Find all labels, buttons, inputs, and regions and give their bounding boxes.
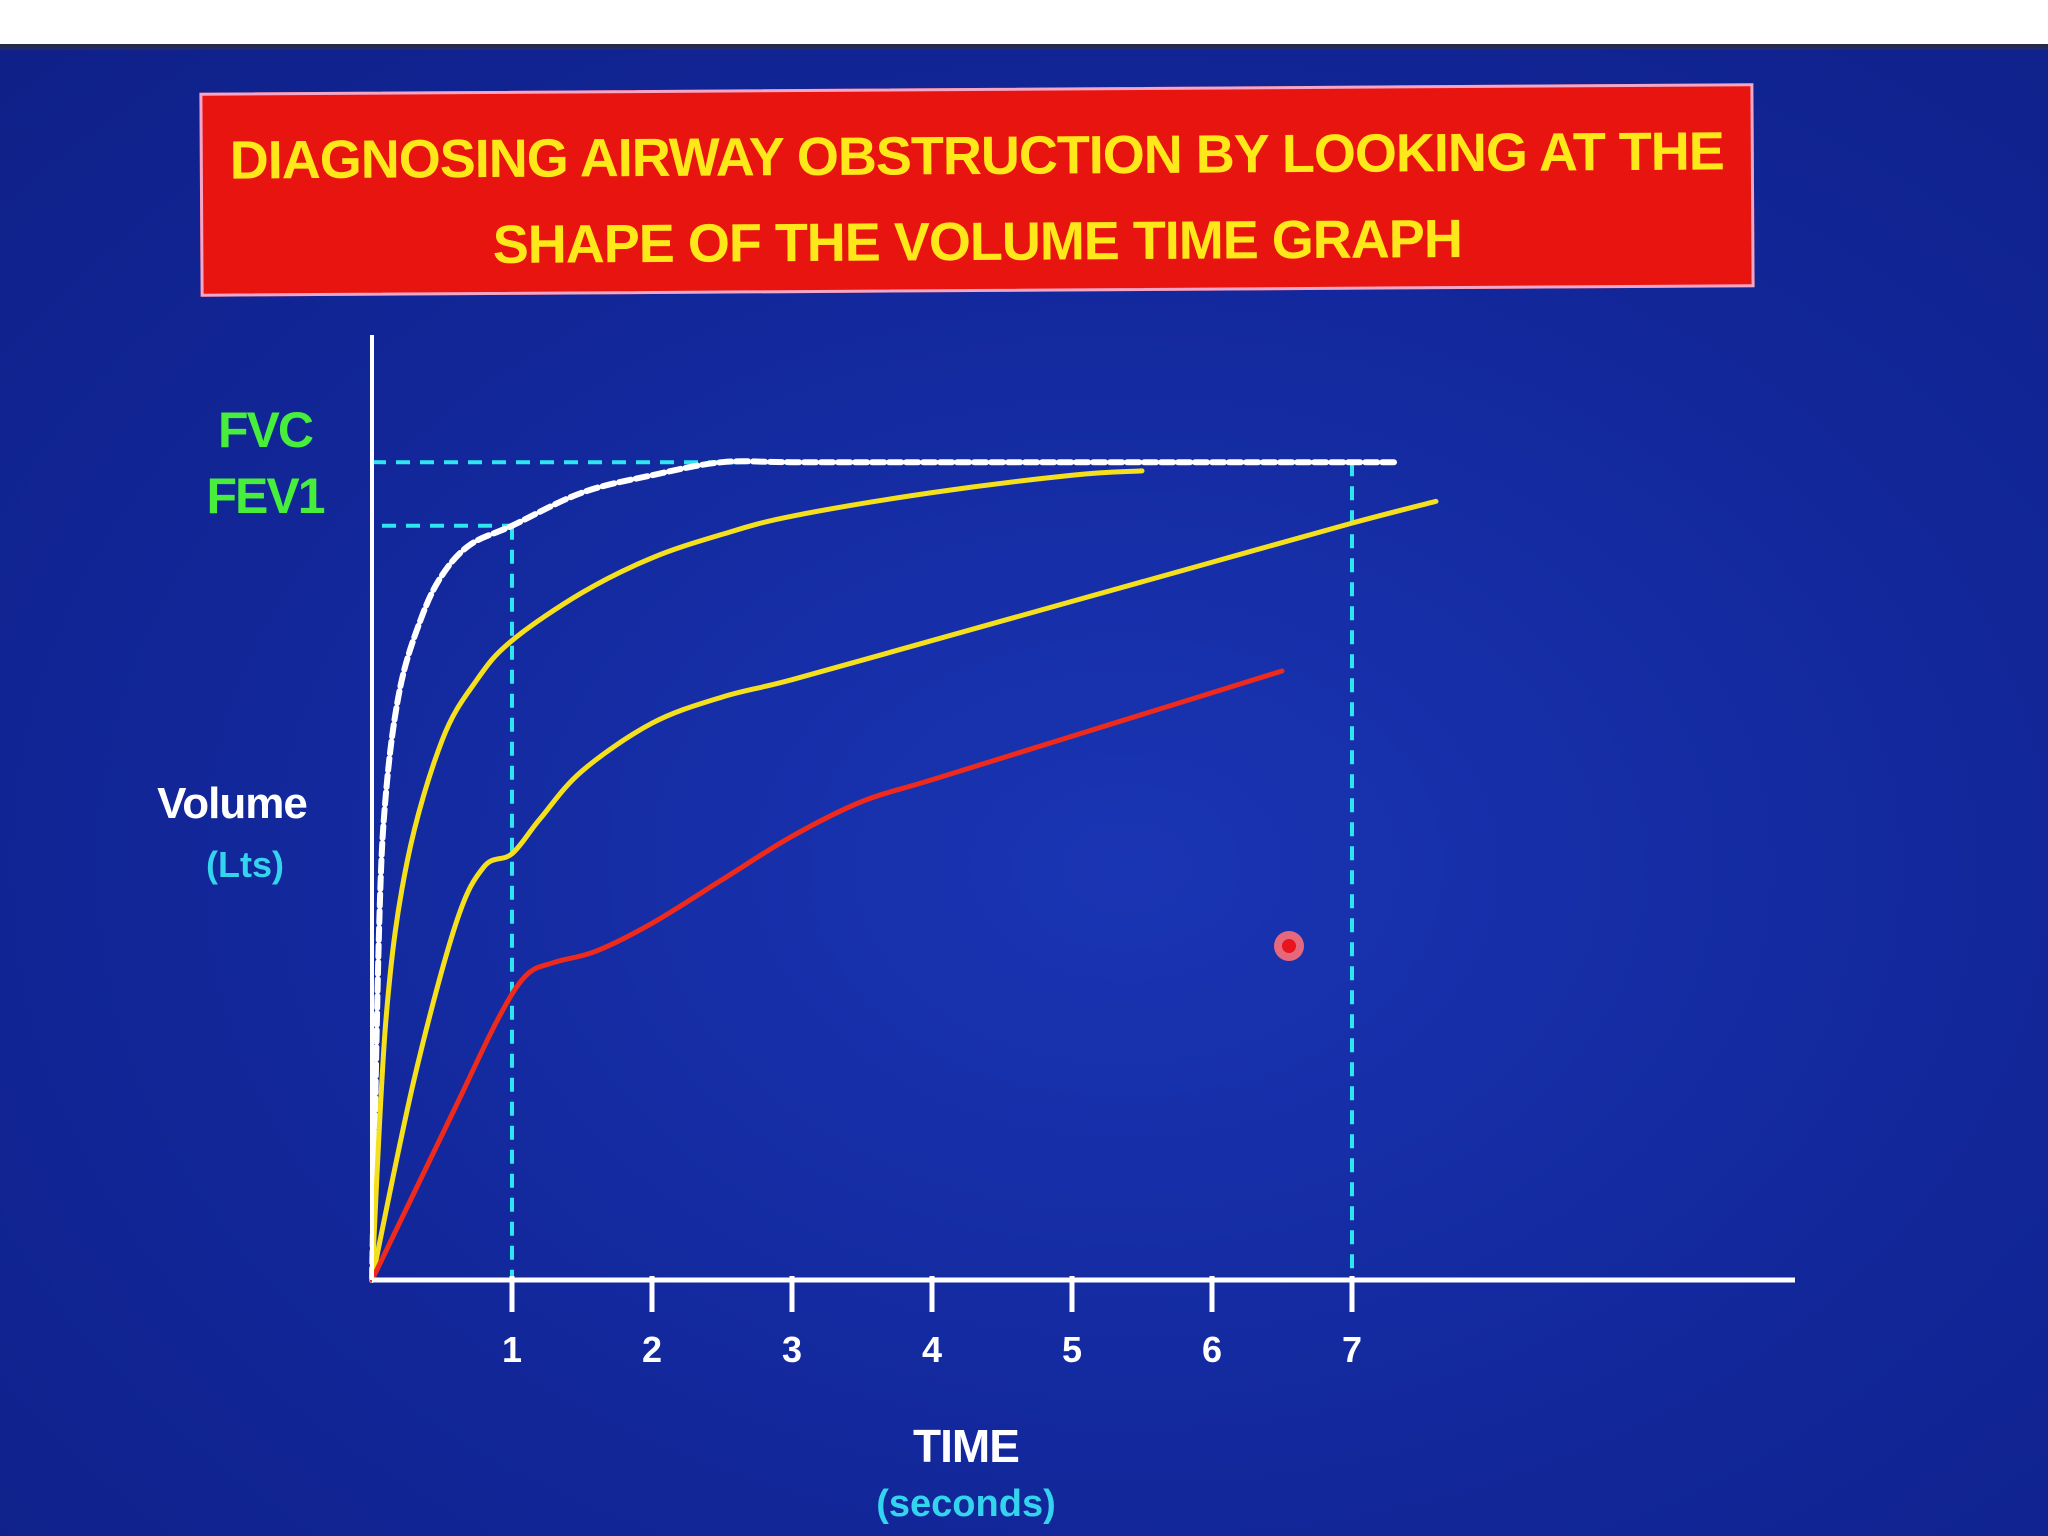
fev1-label: FEV1 <box>206 468 324 524</box>
obstructive-curve-severe <box>369 668 1285 1283</box>
slide-background <box>0 50 2048 1536</box>
x-tick-label: 5 <box>1062 1329 1082 1370</box>
presenter-pointer-dot <box>1274 931 1304 961</box>
fvc-label: FVC <box>218 402 313 458</box>
monitor-edge <box>0 44 2048 52</box>
reference-lines <box>372 460 1354 1280</box>
x-tick-label: 4 <box>922 1329 942 1370</box>
screen-top-bar <box>0 0 2048 46</box>
obstructive-curve-mild <box>369 468 1145 1283</box>
x-axis-title: TIME <box>913 1420 1019 1472</box>
x-axis-units: (seconds) <box>876 1483 1055 1525</box>
x-tick-label: 1 <box>502 1329 522 1370</box>
axes <box>370 335 1795 1283</box>
y-axis-title: Volume <box>157 779 307 828</box>
normal-curve <box>369 458 1397 1283</box>
x-tick-label: 3 <box>782 1329 802 1370</box>
x-tick-label: 7 <box>1342 1329 1362 1370</box>
x-ticks: 1 2 3 4 5 6 7 <box>502 1276 1362 1370</box>
obstructive-curve-moderate <box>369 498 1439 1283</box>
curves <box>369 458 1439 1283</box>
x-tick-label: 2 <box>642 1329 662 1370</box>
y-axis-units: (Lts) <box>206 844 284 885</box>
x-tick-label: 6 <box>1202 1329 1222 1370</box>
